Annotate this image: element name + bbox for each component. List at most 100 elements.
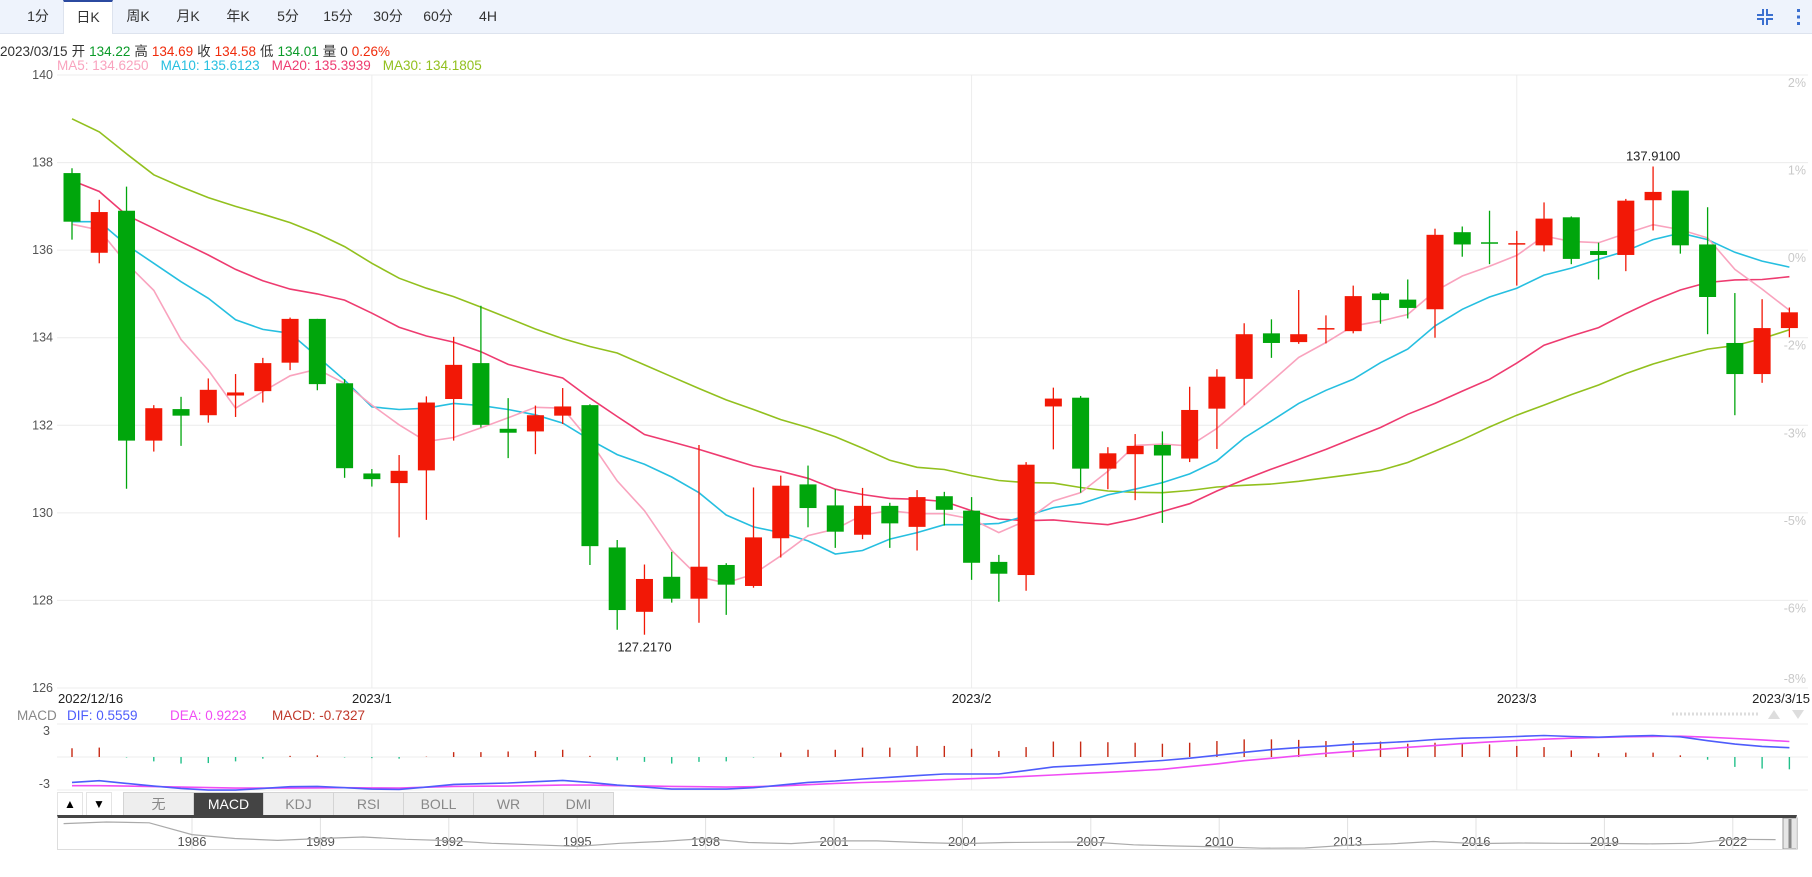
indicator-down-button[interactable]: ▼ bbox=[86, 792, 112, 817]
candle-body-up bbox=[772, 485, 790, 539]
candle-body-down bbox=[1399, 299, 1417, 308]
candle-body-up bbox=[281, 318, 299, 363]
candle-body-up bbox=[526, 415, 544, 432]
ma-legend: MA5: 134.6250 MA10: 135.6123 MA20: 135.393… bbox=[57, 58, 494, 73]
candle-body-down bbox=[363, 473, 381, 480]
tab-weekly[interactable]: 周K bbox=[126, 8, 150, 24]
candle-body-up bbox=[145, 408, 163, 441]
indicator-up-button[interactable]: ▲ bbox=[57, 792, 83, 817]
more-vertical-icon[interactable] bbox=[1796, 8, 1802, 31]
ma10-line bbox=[72, 220, 1790, 555]
navigator-year-label: 1986 bbox=[178, 834, 207, 849]
percent-tick-label: 2% bbox=[1788, 76, 1806, 90]
tab-30min[interactable]: 30分 bbox=[373, 8, 403, 24]
ma20-line bbox=[71, 179, 1790, 526]
candle-body-up bbox=[1753, 328, 1771, 375]
volume-value: 0 bbox=[340, 44, 348, 59]
candle-body-down bbox=[1671, 190, 1689, 246]
date-axis-label: 2023/2 bbox=[952, 691, 992, 706]
candle-body-down bbox=[1726, 342, 1744, 375]
candle-body-down bbox=[663, 576, 681, 599]
ma30-legend: MA30: 134.1805 bbox=[382, 58, 482, 73]
indicator-tab-boll[interactable]: BOLL bbox=[404, 793, 474, 816]
indicator-tab-macd[interactable]: MACD bbox=[194, 793, 264, 816]
candle-body-down bbox=[799, 484, 817, 509]
candle-body-up bbox=[1344, 296, 1362, 332]
candle-body-up bbox=[908, 497, 926, 527]
candle-body-up bbox=[1181, 409, 1199, 459]
tab-1min[interactable]: 1分 bbox=[27, 8, 49, 24]
indicator-tab-dmi[interactable]: DMI bbox=[544, 793, 613, 816]
open-label: 开 bbox=[71, 44, 86, 59]
candle-body-down bbox=[581, 405, 599, 547]
candle-body-down bbox=[172, 409, 190, 416]
candle-body-down bbox=[308, 318, 326, 385]
indicator-tab-rsi[interactable]: RSI bbox=[334, 793, 404, 816]
tab-60min[interactable]: 60分 bbox=[423, 8, 453, 24]
range-navigator[interactable] bbox=[57, 815, 1797, 850]
dif-line bbox=[71, 734, 1790, 791]
navigator-history-line bbox=[63, 821, 1776, 849]
ma10-legend: MA10: 135.6123 bbox=[160, 58, 260, 73]
candle-body-down bbox=[472, 363, 490, 425]
candle-body-down bbox=[935, 496, 953, 510]
date-axis-label: 2023/3/15 bbox=[1752, 691, 1810, 706]
indicator-tab-none[interactable]: 无 bbox=[124, 793, 194, 816]
candle-body-down bbox=[1072, 397, 1090, 469]
volume-label: 量 bbox=[322, 44, 337, 59]
scroll-right-arrow-icon[interactable] bbox=[1792, 710, 1804, 719]
candle-body-down bbox=[963, 510, 981, 563]
ma20-legend: MA20: 135.3939 bbox=[271, 58, 371, 73]
tab-4h[interactable]: 4H bbox=[479, 8, 497, 24]
ohlc-info-line: 2023/03/15 开 134.22 高 134.69 收 134.58 低 134.01 量 0… bbox=[0, 40, 394, 60]
close-label: 收 bbox=[197, 44, 211, 59]
percent-tick-label: -5% bbox=[1784, 514, 1806, 528]
candle-body-up bbox=[1044, 398, 1062, 407]
tab-yearly[interactable]: 年K bbox=[226, 8, 250, 24]
tab-monthly[interactable]: 月K bbox=[176, 8, 200, 24]
navigator-year-label: 2019 bbox=[1590, 834, 1619, 849]
candle-body-down bbox=[826, 505, 844, 532]
candle-body-up bbox=[690, 566, 708, 599]
scroll-left-arrow-icon[interactable] bbox=[1768, 710, 1780, 719]
navigator-year-label: 1998 bbox=[691, 834, 720, 849]
candle-body-up bbox=[90, 212, 108, 253]
navigator-year-label: 2010 bbox=[1205, 834, 1234, 849]
candle-body-up bbox=[227, 392, 245, 396]
candle-body-down bbox=[63, 173, 81, 222]
collapse-icon[interactable] bbox=[1756, 8, 1774, 31]
candle-body-up bbox=[390, 470, 408, 484]
percent-tick-label: -2% bbox=[1784, 339, 1806, 353]
candle-body-down bbox=[881, 505, 899, 524]
candle-body-up bbox=[745, 537, 762, 586]
dif-legend: DIF: 0.5559 bbox=[67, 708, 138, 723]
candle-body-down bbox=[1371, 293, 1389, 301]
candle-body-down bbox=[990, 561, 1008, 574]
price-tick-label: 134 bbox=[32, 331, 53, 345]
candle-body-down bbox=[717, 564, 735, 585]
indicator-tab-kdj[interactable]: KDJ bbox=[264, 793, 334, 816]
tab-15min[interactable]: 15分 bbox=[323, 8, 353, 24]
candle-body-up bbox=[1317, 328, 1335, 330]
macd-tick-label: 3 bbox=[43, 724, 50, 738]
price-tick-label: 128 bbox=[32, 593, 53, 607]
candle-body-down bbox=[336, 383, 354, 469]
tab-5min[interactable]: 5分 bbox=[277, 8, 299, 24]
candle-body-up bbox=[554, 406, 572, 416]
dea-line bbox=[72, 735, 1790, 789]
candle-body-down bbox=[1262, 333, 1280, 343]
high-value: 134.69 bbox=[151, 44, 194, 59]
indicator-tab-wr[interactable]: WR bbox=[474, 793, 544, 816]
candle-body-up bbox=[1780, 312, 1798, 329]
price-tick-label: 140 bbox=[32, 68, 53, 82]
candle-body-up bbox=[1126, 445, 1144, 455]
open-value: 134.22 bbox=[89, 44, 131, 59]
tab-daily[interactable]: 日K bbox=[63, 0, 113, 34]
candle-body-up bbox=[417, 402, 435, 471]
date-axis-label: 2023/1 bbox=[352, 691, 392, 706]
info-date: 2023/03/15 bbox=[0, 44, 68, 59]
high-label: 高 bbox=[134, 44, 148, 59]
dea-legend: DEA: 0.9223 bbox=[170, 708, 247, 723]
period-toolbar: 1分 日K 周K 月K 年K 5分 15分 30分 60分 4H bbox=[0, 0, 1812, 34]
